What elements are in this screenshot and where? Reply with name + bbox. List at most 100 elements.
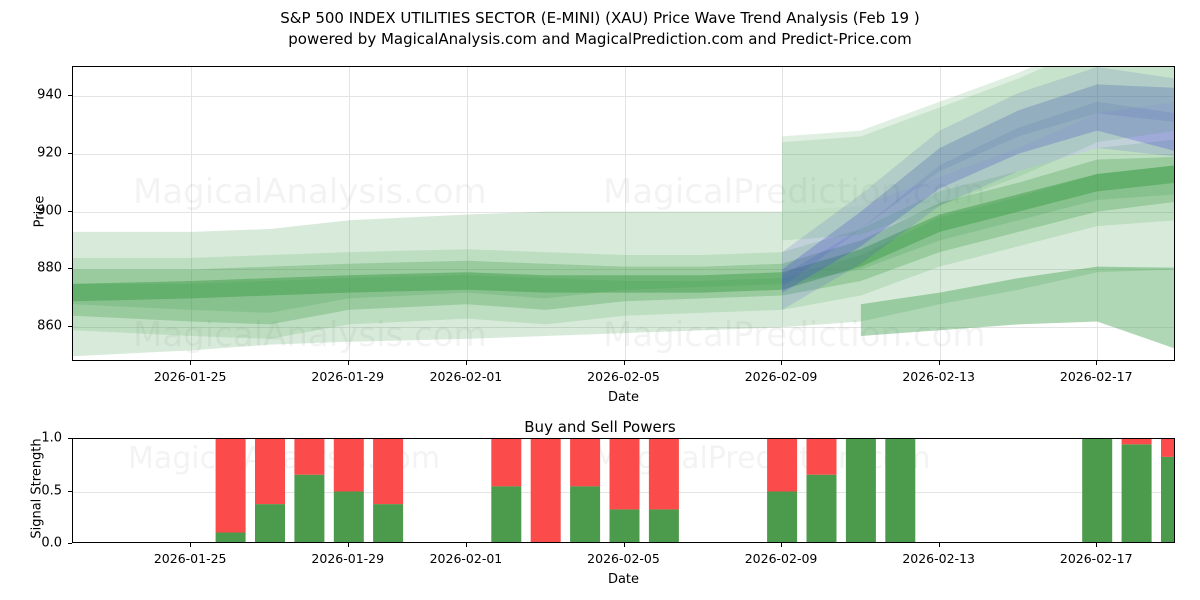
- signal-y-tickmark: [68, 438, 72, 439]
- price-gridline: [73, 95, 1174, 97]
- price-y-tick-label: 880: [37, 260, 62, 276]
- price-y-tickmark: [68, 210, 72, 212]
- title-line-2: powered by MagicalAnalysis.com and Magic…: [288, 30, 912, 48]
- sell-power-bar: [806, 439, 837, 475]
- buy-power-bar: [806, 474, 837, 542]
- sell-power-bar: [491, 439, 522, 487]
- price-gridline-vertical: [348, 67, 350, 360]
- signal-x-tick-label: 2026-02-05: [587, 551, 660, 566]
- sell-power-bar: [570, 439, 601, 487]
- price-y-tick-label: 860: [37, 318, 62, 334]
- signal-x-tickmark: [781, 543, 783, 547]
- price-x-tick-label: 2026-01-29: [311, 369, 385, 384]
- green-overlay-band-1: [73, 139, 1174, 339]
- price-x-tick-label: 2026-02-05: [587, 369, 660, 384]
- price-x-tickmark: [938, 361, 940, 365]
- buy-power-bar: [255, 504, 285, 542]
- price-gridline: [73, 211, 1174, 213]
- buy-power-bar: [333, 491, 364, 542]
- price-x-tickmark: [347, 361, 349, 365]
- price-y-tickmark: [68, 152, 72, 154]
- price-x-tick-label: 2026-02-17: [1059, 369, 1133, 384]
- price-gridline-vertical: [624, 67, 626, 360]
- buy-power-bar: [648, 509, 679, 542]
- price-x-tickmark: [781, 361, 783, 365]
- price-y-tickmark: [68, 326, 72, 328]
- buy-power-bar: [294, 474, 325, 542]
- price-x-tickmark: [623, 361, 625, 365]
- lower-green-band: [860, 266, 1174, 349]
- price-y-tickmark: [68, 268, 72, 270]
- buy-sell-powers-chart: MagicalAnalysis.comMagicalPrediction.com: [72, 438, 1175, 543]
- signal-x-tickmark: [1096, 543, 1098, 547]
- buy-power-bar: [1082, 439, 1113, 542]
- sell-power-bar: [1121, 439, 1152, 445]
- signal-y-tickmark: [68, 543, 72, 544]
- signal-x-tickmark: [623, 543, 625, 547]
- title-line-1: S&P 500 INDEX UTILITIES SECTOR (E-MINI) …: [280, 9, 920, 27]
- signal-x-tickmark: [347, 543, 349, 547]
- sell-power-bar: [1161, 439, 1174, 457]
- core-green-ribbon: [73, 165, 1174, 302]
- blue-forecast-band: [782, 84, 1174, 293]
- sell-power-bar: [294, 439, 325, 475]
- sell-power-bar: [767, 439, 798, 492]
- sell-power-bar: [333, 439, 364, 492]
- buy-power-bar: [885, 439, 916, 542]
- upper-green-fan-1: [782, 67, 1174, 241]
- sell-power-bar: [373, 439, 404, 505]
- page-title: S&P 500 INDEX UTILITIES SECTOR (E-MINI) …: [0, 8, 1200, 50]
- buy-power-bar: [491, 486, 522, 542]
- signal-x-tick-label: 2026-02-01: [429, 551, 503, 566]
- price-wave-chart: MagicalAnalysis.comMagicalPrediction.com…: [72, 66, 1175, 361]
- signal-bars: [215, 439, 1174, 542]
- buy-power-bar: [215, 532, 246, 542]
- signal-x-tick-label: 2026-01-29: [311, 551, 385, 566]
- signal-y-tick-label: 1.0: [41, 430, 62, 446]
- buy-power-bar: [767, 491, 798, 542]
- mid-green-band: [73, 156, 1174, 325]
- signal-x-tick-label: 2026-02-13: [902, 551, 975, 566]
- signal-y-tickmark: [68, 490, 72, 492]
- price-gridline-vertical: [939, 67, 941, 360]
- price-gridline-vertical: [191, 67, 193, 360]
- price-x-tick-label: 2026-02-09: [744, 369, 818, 384]
- buy-power-bar: [373, 504, 404, 542]
- price-y-tick-label: 900: [37, 203, 62, 219]
- signal-x-tickmark: [465, 543, 467, 547]
- blue-overlay-band-0: [782, 67, 1174, 310]
- sell-power-bar: [609, 439, 640, 510]
- signal-x-tick-label: 2026-02-17: [1059, 551, 1133, 566]
- signal-chart-title: Buy and Sell Powers: [524, 418, 676, 436]
- price-gridline-vertical: [1097, 67, 1099, 360]
- buy-power-bar: [609, 509, 640, 542]
- buy-power-bar: [570, 486, 601, 542]
- price-gridline: [73, 269, 1174, 271]
- signal-y-tick-label: 0.5: [41, 483, 62, 498]
- buy-power-bar: [1161, 456, 1174, 542]
- price-y-tickmark: [68, 94, 72, 96]
- sell-power-bar: [255, 439, 285, 505]
- price-gridline-vertical: [466, 67, 468, 360]
- price-y-tick-label: 940: [37, 87, 62, 103]
- buy-power-bar: [1121, 444, 1152, 542]
- green-overlay-band-0: [73, 165, 1174, 313]
- signal-y-tick-label: 0.0: [41, 535, 62, 551]
- signal-x-axis-title: Date: [607, 572, 640, 587]
- price-x-tickmark: [190, 361, 192, 365]
- price-x-tickmark: [465, 361, 467, 365]
- price-x-tick-label: 2026-02-01: [429, 369, 503, 384]
- price-gridline-vertical: [782, 67, 784, 360]
- sell-power-bar: [648, 439, 679, 510]
- price-x-tick-label: 2026-02-13: [902, 369, 975, 384]
- price-wave-bands: [73, 67, 1174, 357]
- price-x-tickmark: [1096, 361, 1098, 365]
- signal-x-tick-label: 2026-01-25: [153, 551, 227, 566]
- signal-x-tick-label: 2026-02-09: [744, 551, 818, 566]
- price-y-tick-label: 920: [37, 145, 62, 161]
- price-gridline: [73, 153, 1174, 155]
- signal-x-tickmark: [938, 543, 940, 547]
- outer-green-band: [73, 101, 1174, 357]
- sell-power-bar: [215, 439, 246, 533]
